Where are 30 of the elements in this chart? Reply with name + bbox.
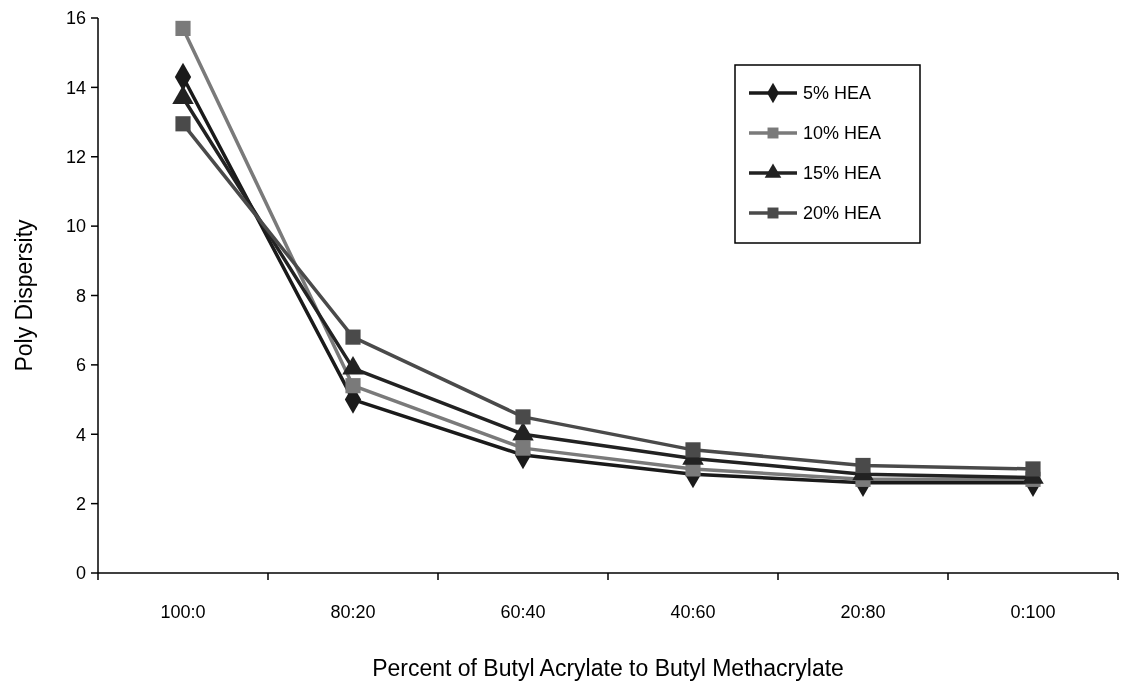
x-tick-label: 0:100: [1010, 602, 1056, 622]
point: [1025, 461, 1041, 477]
point: [175, 20, 191, 36]
point: [345, 378, 361, 394]
point: [685, 442, 701, 458]
x-axis-title: Percent of Butyl Acrylate to Butyl Methacrylate: [372, 655, 844, 681]
y-tick-label: 4: [75, 424, 86, 445]
x-tick-label: 20:80: [840, 602, 886, 622]
x-tick-label: 40:60: [670, 602, 716, 622]
point: [515, 440, 531, 456]
legend-label: 15% HEA: [803, 163, 882, 184]
legend-label: 5% HEA: [803, 83, 872, 104]
y-tick-label: 16: [65, 8, 86, 29]
point: [345, 329, 361, 345]
y-tick-label: 0: [75, 563, 86, 584]
y-axis-title: Poly Dispersity: [11, 218, 37, 372]
point: [175, 116, 191, 132]
y-tick-label: 12: [65, 147, 86, 168]
x-tick-label: 100:0: [160, 602, 206, 622]
y-tick-label: 10: [65, 216, 86, 237]
legend-label: 10% HEA: [803, 123, 882, 144]
point: [515, 409, 531, 425]
y-tick-label: 8: [75, 285, 86, 306]
x-tick-label: 60:40: [500, 602, 546, 622]
point: [855, 457, 871, 474]
y-tick-label: 6: [75, 355, 86, 376]
x-tick-label: 80:20: [330, 602, 376, 622]
y-tick-label: 2: [75, 493, 86, 514]
legend-label: 20% HEA: [803, 203, 882, 224]
y-tick-label: 14: [65, 77, 86, 98]
